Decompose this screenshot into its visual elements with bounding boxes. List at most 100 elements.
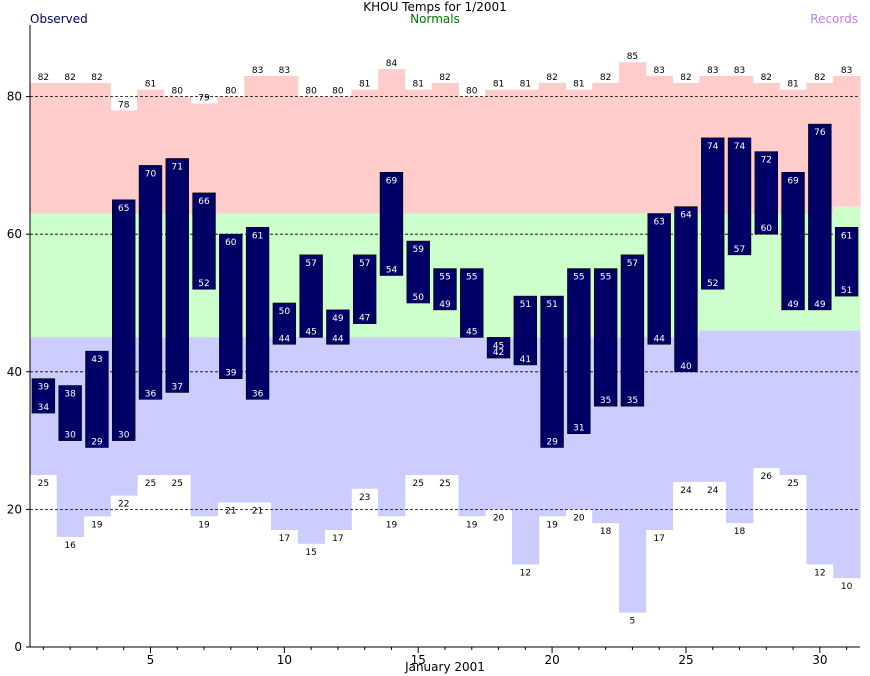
observed-bar <box>540 295 564 448</box>
chart-title: KHOU Temps for 1/2001 <box>363 0 507 14</box>
record-high-band <box>56 82 85 214</box>
observed-high-label: 50 <box>279 307 291 317</box>
observed-high-label: 69 <box>787 176 799 186</box>
observed-bar <box>192 192 216 290</box>
record-low-label: 19 <box>466 520 478 530</box>
observed-high-label: 76 <box>814 128 826 138</box>
record-high-label: 82 <box>680 73 691 83</box>
observed-low-label: 44 <box>653 334 665 344</box>
record-low-label: 15 <box>305 548 316 558</box>
record-low-label: 12 <box>520 568 531 578</box>
observed-high-label: 69 <box>386 176 398 186</box>
observed-high-label: 63 <box>653 218 664 228</box>
legend-observed: Observed <box>30 12 88 26</box>
observed-bar <box>245 227 270 400</box>
observed-low-label: 40 <box>680 362 692 372</box>
observed-bar <box>834 227 859 297</box>
record-low-band <box>511 337 540 565</box>
y-tick-label: 20 <box>7 502 22 516</box>
record-low-band <box>645 337 674 531</box>
record-high-label: 82 <box>38 73 49 83</box>
record-low-band <box>752 330 781 469</box>
record-high-label: 81 <box>359 80 370 90</box>
x-tick-label: 15 <box>411 653 426 667</box>
record-high-band <box>833 75 861 207</box>
observed-low-label: 35 <box>600 396 611 406</box>
y-tick-label: 0 <box>14 640 22 654</box>
record-low-label: 19 <box>546 520 558 530</box>
record-low-label: 22 <box>118 500 129 510</box>
record-high-band <box>458 96 486 214</box>
x-tick-label: 5 <box>147 653 155 667</box>
x-tick-label: 10 <box>277 653 292 667</box>
record-high-band <box>431 82 459 214</box>
observed-low-label: 42 <box>493 348 504 358</box>
record-high-label: 81 <box>145 80 156 90</box>
observed-low-label: 45 <box>305 327 316 337</box>
observed-bar <box>352 254 377 324</box>
record-high-band <box>324 96 352 214</box>
observed-bar <box>674 206 698 373</box>
normal-band <box>56 213 85 338</box>
observed-bar <box>460 268 484 338</box>
observed-high-label: 66 <box>198 197 210 207</box>
record-high-label: 82 <box>814 73 825 83</box>
record-high-band <box>110 110 138 214</box>
observed-high-label: 55 <box>600 273 611 283</box>
record-high-band <box>30 82 58 214</box>
record-low-band <box>297 337 326 544</box>
observed-high-label: 55 <box>466 273 477 283</box>
observed-low-label: 37 <box>172 382 183 392</box>
record-low-label: 17 <box>653 534 664 544</box>
y-tick-label: 40 <box>7 365 22 379</box>
observed-low-label: 44 <box>279 334 291 344</box>
observed-bar <box>31 378 56 414</box>
record-low-label: 26 <box>761 472 773 482</box>
observed-low-label: 45 <box>466 327 477 337</box>
record-high-label: 83 <box>841 66 852 76</box>
record-high-label: 78 <box>118 100 130 110</box>
observed-high-label: 61 <box>252 231 263 241</box>
record-low-label: 5 <box>630 617 636 627</box>
record-high-band <box>565 89 593 214</box>
observed-high-label: 51 <box>520 300 531 310</box>
observed-bar <box>808 123 832 311</box>
observed-low-label: 29 <box>546 437 558 447</box>
x-tick-label: 20 <box>544 653 559 667</box>
record-low-label: 24 <box>680 486 692 496</box>
record-high-band <box>511 89 540 214</box>
observed-low-label: 52 <box>707 279 718 289</box>
observed-low-label: 52 <box>198 279 209 289</box>
record-high-band <box>297 96 326 214</box>
observed-low-label: 60 <box>761 224 773 234</box>
observed-low-label: 49 <box>439 300 451 310</box>
record-high-label: 81 <box>787 80 798 90</box>
record-high-label: 85 <box>627 52 638 62</box>
observed-high-label: 57 <box>305 259 316 269</box>
record-low-label: 18 <box>734 527 746 537</box>
record-high-band <box>538 82 566 214</box>
record-high-label: 84 <box>386 59 398 69</box>
x-tick-label: 25 <box>678 653 693 667</box>
record-high-band <box>645 75 674 214</box>
record-low-band <box>404 337 433 475</box>
observed-low-label: 57 <box>734 245 745 255</box>
observed-low-label: 35 <box>627 396 638 406</box>
record-high-label: 81 <box>520 80 531 90</box>
observed-bar <box>567 268 591 435</box>
record-low-label: 10 <box>841 582 853 592</box>
observed-low-label: 54 <box>386 265 398 275</box>
record-high-label: 80 <box>466 87 478 97</box>
record-low-label: 17 <box>279 534 290 544</box>
record-high-band <box>485 89 513 214</box>
observed-high-label: 64 <box>680 211 692 221</box>
record-low-label: 12 <box>814 568 825 578</box>
observed-low-label: 49 <box>787 300 799 310</box>
record-low-label: 24 <box>707 486 719 496</box>
observed-bar <box>138 165 163 400</box>
observed-high-label: 39 <box>38 383 50 393</box>
record-high-label: 82 <box>91 73 102 83</box>
record-low-band <box>833 330 861 579</box>
x-tick-label: 30 <box>812 653 827 667</box>
